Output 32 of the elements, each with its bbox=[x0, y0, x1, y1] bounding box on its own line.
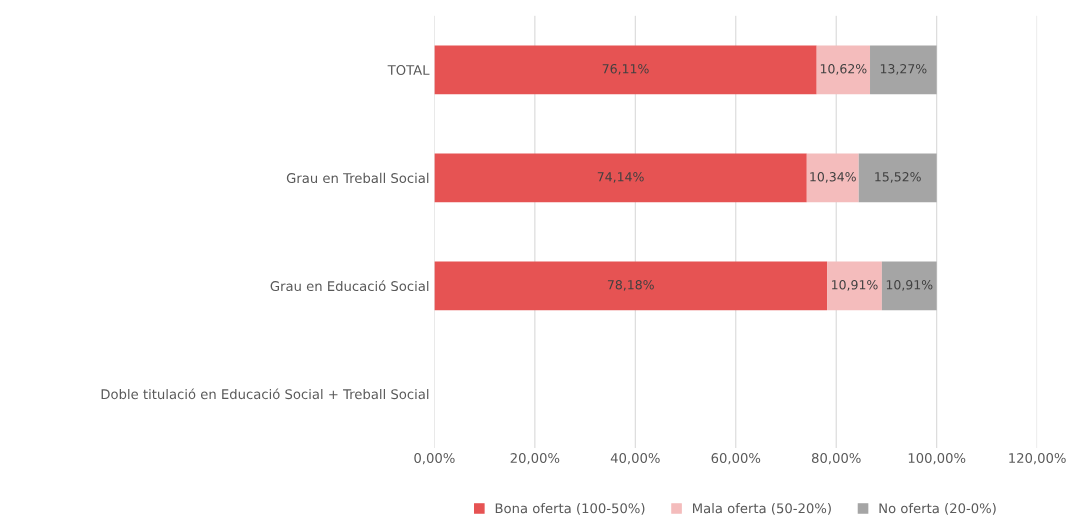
legend-label: Mala oferta (50-20%) bbox=[693, 503, 831, 515]
bar bbox=[827, 261, 882, 311]
data-label: 74,14% bbox=[597, 172, 644, 183]
bar bbox=[434, 45, 817, 95]
bar bbox=[434, 261, 828, 311]
y-tick-label: Grau en Treball Social bbox=[286, 172, 429, 184]
x-tick-label: 0,00% bbox=[414, 453, 455, 465]
bar bbox=[858, 153, 937, 203]
legend-label: No oferta (20-0%) bbox=[879, 503, 996, 515]
y-tick-label: Grau en Educació Social bbox=[270, 280, 429, 292]
legend-label: Bona oferta (100-50%) bbox=[495, 503, 645, 515]
data-label: 76,11% bbox=[602, 64, 649, 75]
x-tick-label: 100,00% bbox=[908, 453, 966, 465]
x-tick-label: 40,00% bbox=[610, 453, 660, 465]
data-label: 78,18% bbox=[607, 280, 654, 291]
bar bbox=[881, 261, 937, 311]
x-tick-label: 80,00% bbox=[811, 453, 861, 465]
x-tick-label: 20,00% bbox=[510, 453, 560, 465]
bar bbox=[806, 153, 859, 203]
data-label: 13,27% bbox=[880, 64, 927, 75]
bar bbox=[434, 153, 807, 203]
x-tick-label: 120,00% bbox=[1009, 453, 1066, 465]
bar bbox=[816, 45, 871, 95]
bar bbox=[870, 45, 937, 95]
data-label: 10,34% bbox=[810, 172, 856, 183]
y-tick-label: Doble titulació en Educació Social + Treball Social bbox=[101, 388, 429, 400]
x-tick-label: 60,00% bbox=[711, 453, 761, 465]
data-label: 10,91% bbox=[832, 280, 878, 291]
data-label: 15,52% bbox=[875, 172, 921, 183]
y-tick-label: TOTAL bbox=[387, 65, 430, 76]
data-label: 10,62% bbox=[820, 64, 867, 75]
data-label: 10,91% bbox=[886, 280, 933, 291]
